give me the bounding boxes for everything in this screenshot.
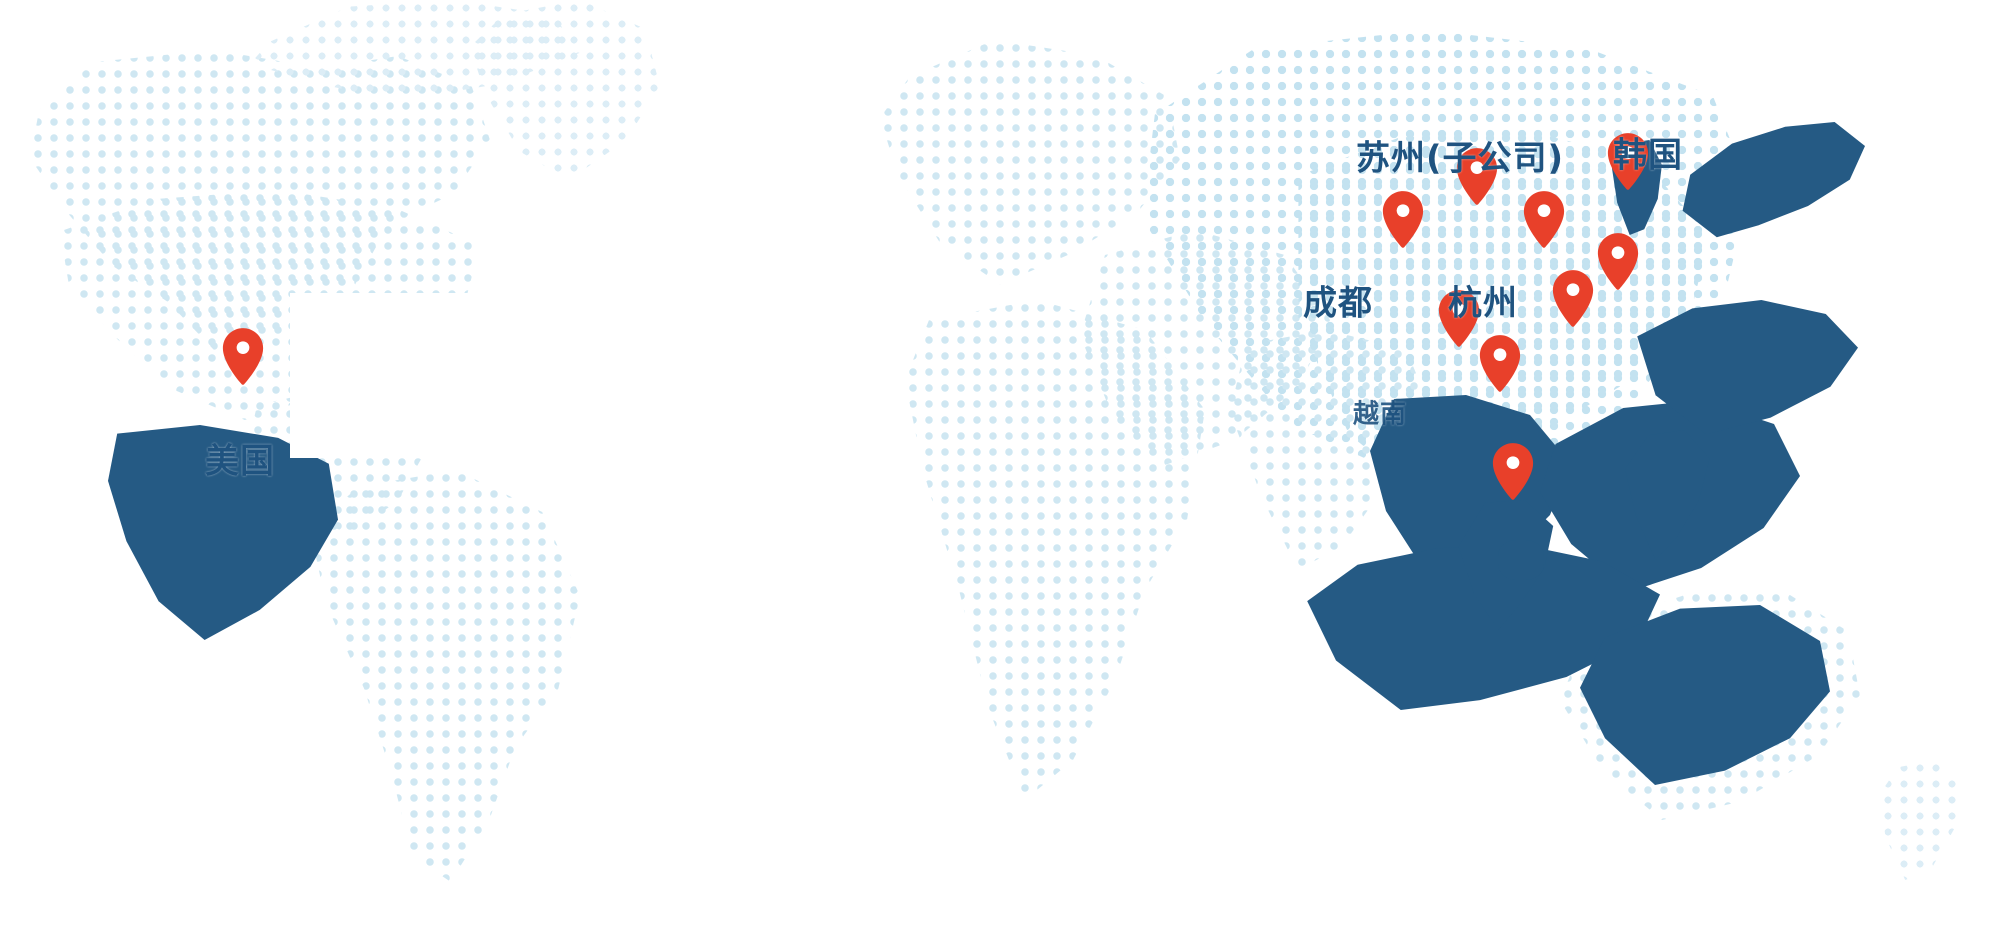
map-pin-icon[interactable]	[1381, 190, 1425, 248]
map-label-chengdu: 成都	[1303, 283, 1373, 324]
highlight-country-singapore	[1498, 540, 1544, 580]
map-pin-icon[interactable]	[1606, 132, 1650, 190]
map-pin-icon[interactable]	[1478, 334, 1522, 392]
map-label-korea: 韩国	[1613, 135, 1683, 176]
info-panel-blank	[290, 293, 675, 458]
map-label-suzhou: 苏州(子公司)	[1355, 138, 1565, 179]
map-label-usa: 美国	[205, 441, 275, 482]
landmass-south-america	[310, 470, 580, 882]
landmass-new-zealand	[1880, 760, 1965, 880]
map-pin-icon[interactable]	[221, 327, 265, 385]
map-pin-icon[interactable]	[1437, 289, 1481, 347]
map-pin-icon[interactable]	[1522, 190, 1566, 248]
map-pin-icon[interactable]	[1455, 147, 1499, 205]
map-pin-icon[interactable]	[1596, 232, 1640, 290]
map-pin-icon[interactable]	[1551, 269, 1595, 327]
map-label-vietnam: 越南	[1352, 399, 1408, 430]
map-label-hangzhou: 杭州	[1448, 283, 1518, 324]
map-pin-icon[interactable]	[1491, 442, 1535, 500]
